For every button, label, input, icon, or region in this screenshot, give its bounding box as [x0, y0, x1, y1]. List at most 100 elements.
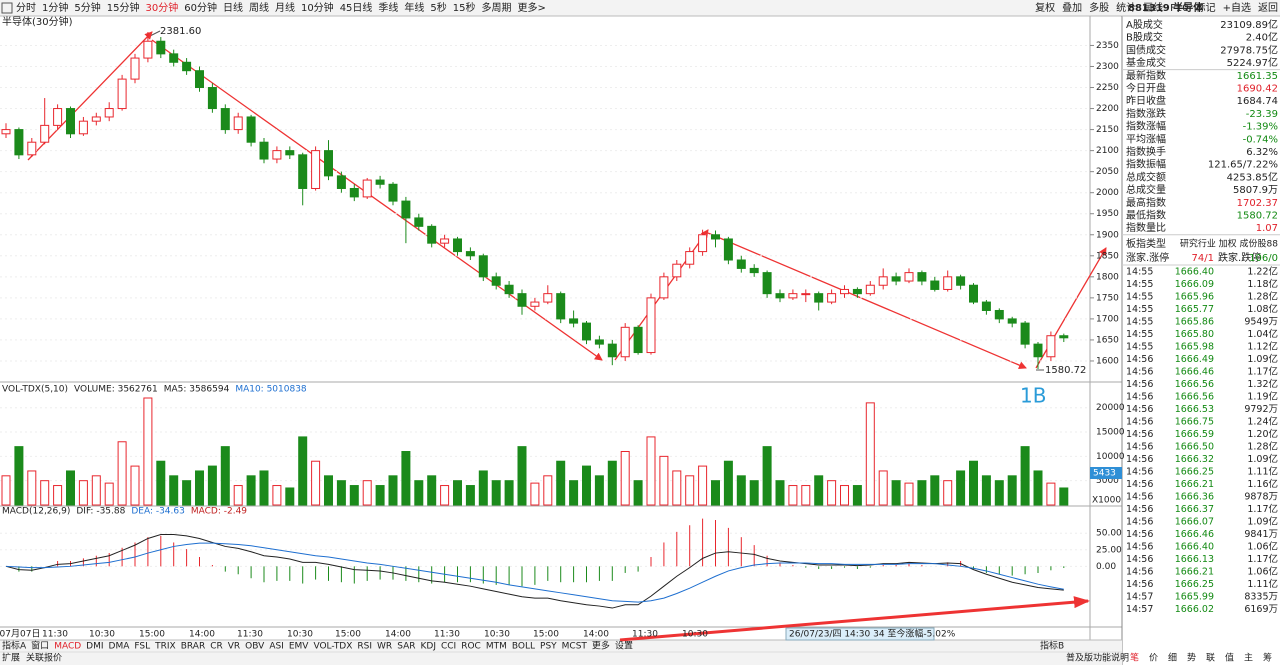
- tick-price: 1666.40: [1175, 267, 1214, 278]
- tick-price: 1665.99: [1175, 592, 1214, 603]
- stat-label: A股成交: [1126, 18, 1163, 31]
- indicator-tab[interactable]: 窗口: [31, 640, 49, 652]
- period-tab[interactable]: 分时: [16, 2, 36, 14]
- period-tab[interactable]: 30分钟: [145, 1, 178, 14]
- tick-volume: 1.28亿: [1247, 291, 1278, 303]
- period-tab[interactable]: 周线: [249, 1, 269, 14]
- y-tick-label: 2100: [1096, 146, 1119, 156]
- volume-bar: [943, 480, 953, 506]
- indicator-tab[interactable]: BRAR: [181, 642, 205, 652]
- period-tab[interactable]: 60分钟: [184, 1, 217, 14]
- volume-bar: [27, 470, 37, 506]
- indicator-tab[interactable]: VR: [228, 642, 240, 652]
- view-tab[interactable]: 势: [1187, 652, 1196, 664]
- period-tab[interactable]: 多周期: [482, 1, 512, 14]
- view-tab[interactable]: 联: [1206, 653, 1215, 664]
- period-tab[interactable]: 15秒: [453, 1, 476, 14]
- indicator-tab[interactable]: ASI: [269, 642, 284, 652]
- tool-button[interactable]: 标记: [1196, 2, 1216, 14]
- indicator-tab[interactable]: 指标A: [2, 640, 27, 652]
- volume-bar: [143, 397, 153, 506]
- tick-volume: 1.17亿: [1247, 503, 1278, 515]
- volume-bar: [1, 475, 11, 506]
- extension-tab[interactable]: 关联报价: [26, 652, 62, 664]
- period-tab[interactable]: 5秒: [430, 1, 446, 14]
- indicator-tab[interactable]: RSI: [357, 642, 372, 652]
- tool-button[interactable]: F10: [1170, 3, 1188, 14]
- indicator-tab[interactable]: WR: [377, 642, 392, 652]
- indicator-tab[interactable]: TRIX: [154, 642, 176, 652]
- period-tab[interactable]: 季线: [378, 1, 398, 14]
- unit-label: X1000: [1092, 496, 1121, 506]
- menu-icon[interactable]: [1, 2, 13, 14]
- indicator-tab[interactable]: CCI: [441, 642, 456, 652]
- period-tab[interactable]: 45日线: [340, 1, 373, 14]
- indicator-tab[interactable]: MCST: [562, 642, 588, 652]
- tool-button[interactable]: 返回: [1258, 2, 1278, 14]
- candle-body: [762, 272, 772, 295]
- candle-body: [594, 339, 604, 345]
- indicator-tab[interactable]: VOL-TDX: [313, 642, 352, 652]
- x-tick-label: 11:30: [434, 630, 460, 640]
- candle-body: [362, 179, 372, 198]
- tool-button[interactable]: +自选: [1223, 1, 1251, 14]
- view-tab[interactable]: 筹: [1263, 652, 1272, 664]
- extension-tab[interactable]: 扩展: [2, 652, 20, 664]
- indicator-tab[interactable]: MACD: [54, 642, 81, 652]
- candle-body: [685, 251, 695, 265]
- view-tab[interactable]: 细: [1168, 652, 1177, 664]
- candle-body: [91, 116, 101, 122]
- indicator-tab[interactable]: PSY: [540, 642, 557, 652]
- indicator-tab[interactable]: DMA: [109, 642, 131, 652]
- stat-value: 27978.75亿: [1220, 43, 1278, 56]
- view-tab[interactable]: 笔: [1130, 652, 1139, 664]
- view-tab[interactable]: 值: [1225, 652, 1234, 664]
- tick-volume: 1.04亿: [1247, 328, 1278, 340]
- volume-header: MA5: 3586594: [164, 385, 230, 395]
- indicator-tab[interactable]: CR: [210, 642, 223, 652]
- stat-label: 指数涨跌: [1126, 107, 1166, 120]
- candle-body: [40, 124, 50, 143]
- indicator-tab[interactable]: DMI: [86, 642, 103, 652]
- tool-button[interactable]: 叠加: [1062, 2, 1082, 14]
- breadth-value: 106/0: [1249, 253, 1278, 264]
- indicator-tab[interactable]: OBV: [245, 642, 265, 652]
- indicator-tab[interactable]: EMV: [289, 642, 309, 652]
- view-tab[interactable]: 主: [1244, 652, 1253, 664]
- tick-time: 14:55: [1126, 317, 1153, 328]
- indicator-tab[interactable]: FSL: [134, 642, 150, 652]
- period-tab[interactable]: 月线: [275, 1, 295, 14]
- view-tab[interactable]: 价: [1149, 653, 1158, 664]
- indicator-tab[interactable]: 更多: [592, 640, 610, 652]
- period-tab[interactable]: 1分钟: [42, 1, 68, 14]
- candle-body: [878, 276, 888, 286]
- volume-bar: [969, 460, 978, 506]
- volume-bar: [749, 480, 759, 506]
- tool-button[interactable]: 画线: [1143, 1, 1163, 14]
- indicator-tab[interactable]: BOLL: [512, 642, 535, 652]
- tool-button[interactable]: 统计: [1116, 1, 1136, 14]
- period-tab[interactable]: 更多>: [518, 1, 546, 14]
- low-label: 1580.72: [1045, 365, 1086, 376]
- indicator-tab[interactable]: KDJ: [420, 642, 436, 652]
- indicator-tab[interactable]: MTM: [486, 642, 507, 652]
- tick-time: 14:56: [1126, 479, 1153, 490]
- period-tab[interactable]: 15分钟: [107, 1, 140, 14]
- high-label: 2381.60: [160, 26, 201, 37]
- period-tab[interactable]: 日线: [223, 1, 243, 14]
- indicator-tab[interactable]: SAR: [397, 642, 415, 652]
- tick-time: 14:56: [1126, 467, 1153, 478]
- indicator-tab[interactable]: ROC: [461, 642, 481, 652]
- tool-button[interactable]: 多股: [1089, 1, 1109, 14]
- tick-time: 14:57: [1126, 604, 1153, 615]
- indicator-tab[interactable]: 指标B: [1040, 640, 1064, 652]
- period-tab[interactable]: 10分钟: [301, 1, 334, 14]
- y-tick-label: 10000: [1096, 452, 1125, 462]
- help-link[interactable]: 普及版功能说明: [1066, 652, 1129, 664]
- tool-button[interactable]: 复权: [1035, 1, 1055, 14]
- period-tab[interactable]: 5分钟: [74, 1, 100, 14]
- period-tab[interactable]: 年线: [404, 1, 424, 14]
- tick-time: 14:57: [1126, 592, 1153, 603]
- y-tick-label: 2150: [1096, 125, 1119, 135]
- indicator-tab[interactable]: 设置: [615, 641, 633, 652]
